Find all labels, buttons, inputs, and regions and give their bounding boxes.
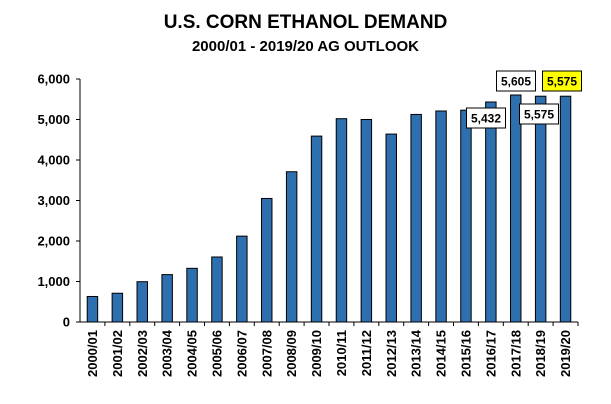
chart-subtitle: 2000/01 - 2019/20 AG OUTLOOK xyxy=(191,38,420,55)
bar xyxy=(310,135,323,323)
bar xyxy=(410,113,422,323)
bar xyxy=(335,118,348,323)
bar xyxy=(435,110,447,323)
bar xyxy=(111,292,124,323)
data-label: 5,605 xyxy=(501,75,531,89)
data-label: 5,575 xyxy=(547,75,577,89)
data-label-box xyxy=(466,107,506,129)
bar xyxy=(86,295,99,323)
bar xyxy=(534,95,547,323)
bar xyxy=(186,267,198,323)
data-label-box xyxy=(496,70,536,92)
y-tick-label: 6,000 xyxy=(37,72,70,87)
bar xyxy=(385,133,397,323)
data-label: 5,575 xyxy=(524,108,554,122)
y-tick-label: 0 xyxy=(63,315,70,330)
chart-title: U.S. CORN ETHANOL DEMAND xyxy=(163,12,448,33)
x-tick-label: 2010/11 xyxy=(334,330,349,376)
x-tick-label: 2013/14 xyxy=(409,329,424,377)
bar xyxy=(559,95,572,323)
bar xyxy=(460,109,472,323)
bar xyxy=(211,256,223,323)
x-tick-label: 2015/16 xyxy=(458,330,473,377)
y-tick-label: 3,000 xyxy=(37,193,70,208)
x-tick-label: 2008/09 xyxy=(284,330,299,377)
data-label: 5,432 xyxy=(471,112,501,126)
y-tick-label: 4,000 xyxy=(37,153,70,168)
x-tick-label: 2003/04 xyxy=(160,329,175,377)
bar xyxy=(510,94,522,323)
x-tick-label: 2018/19 xyxy=(533,330,548,377)
data-label-box xyxy=(519,103,559,125)
bar xyxy=(136,281,148,323)
x-tick-label: 2001/02 xyxy=(110,330,125,377)
x-tick-label: 2006/07 xyxy=(234,330,249,377)
x-tick-label: 2009/10 xyxy=(309,330,324,377)
x-tick-label: 2012/13 xyxy=(384,330,399,377)
x-tick-label: 2005/06 xyxy=(209,330,224,377)
x-tick-label: 2002/03 xyxy=(135,330,150,377)
bar xyxy=(285,171,298,323)
x-tick-label: 2019/20 xyxy=(558,330,573,377)
y-tick-label: 1,000 xyxy=(37,274,70,289)
y-tick-label: 5,000 xyxy=(37,112,70,127)
data-label-box xyxy=(542,70,582,92)
x-tick-label: 2004/05 xyxy=(185,330,200,377)
bar xyxy=(161,274,173,323)
bar xyxy=(236,235,248,323)
y-tick-label: 2,000 xyxy=(37,234,70,249)
bar xyxy=(485,101,497,323)
x-tick-label: 2000/01 xyxy=(85,330,100,377)
x-tick-label: 2017/18 xyxy=(508,330,523,377)
bar xyxy=(360,119,373,323)
x-tick-label: 2007/08 xyxy=(259,330,274,377)
x-tick-label: 2014/15 xyxy=(434,330,449,377)
bar xyxy=(261,197,273,323)
x-tick-label: 2011/12 xyxy=(359,330,374,376)
x-tick-label: 2016/17 xyxy=(483,330,498,377)
